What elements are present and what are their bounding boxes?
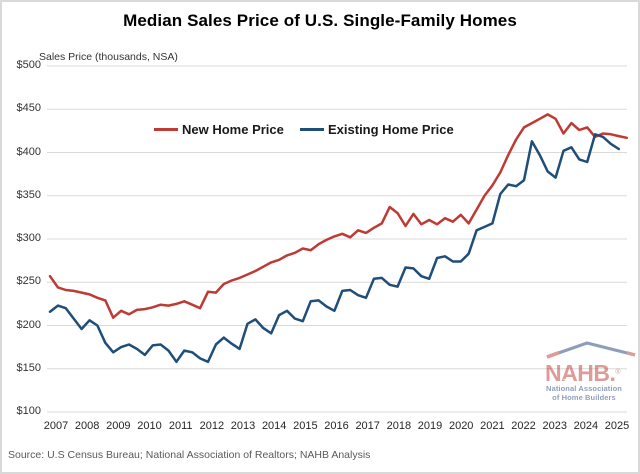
legend-label-existing-home: Existing Home Price (328, 121, 454, 137)
source-note: Source: U.S Census Bureau; National Asso… (8, 449, 371, 461)
legend-item-new-home: New Home Price (154, 121, 284, 137)
nahb-logo-acronym: NAHB.® ★ (543, 361, 639, 385)
y-axis-tick-label: $250 (16, 275, 41, 288)
x-axis-tick-label: 2022 (511, 420, 536, 432)
y-axis-tick-label: $300 (16, 232, 41, 244)
x-axis-tick-label: 2020 (448, 420, 474, 432)
nahb-roof-icon (546, 341, 636, 359)
x-axis-tick-label: 2025 (604, 420, 630, 432)
y-axis-title: Sales Price (thousands, NSA) (39, 51, 178, 63)
y-axis-tick-label: $150 (16, 361, 41, 374)
legend-label-new-home: New Home Price (182, 121, 284, 137)
x-axis-tick-label: 2014 (261, 420, 287, 432)
y-axis-tick-label: $100 (16, 405, 41, 417)
x-axis-tick-label: 2015 (293, 420, 318, 432)
y-axis-tick-label: $400 (16, 145, 41, 158)
legend-item-existing-home: Existing Home Price (300, 121, 454, 137)
x-axis-tick-label: 2016 (324, 420, 349, 432)
series-line-existing-home-price (48, 133, 621, 364)
x-axis-tick-label: 2018 (386, 420, 412, 432)
x-axis-tick-label: 2011 (168, 420, 193, 432)
x-axis-tick-label: 2012 (199, 420, 225, 432)
series-line-new-home-price (48, 113, 628, 319)
x-axis-tick-label: 2023 (542, 420, 567, 432)
x-axis-tick-label: 2007 (43, 420, 69, 432)
x-axis-tick-label: 2010 (137, 420, 162, 432)
x-axis-tick-label: 2013 (230, 420, 256, 432)
legend-swatch-existing-home (300, 127, 324, 131)
x-axis-tick-label: 2021 (480, 420, 505, 432)
x-axis-tick-label: 2019 (417, 420, 443, 432)
nahb-logo: NAHB.® ★ National Association of Home Bu… (543, 339, 639, 402)
star-icon: ★ (563, 376, 570, 385)
nahb-logo-subtitle-2: of Home Builders (552, 392, 616, 402)
x-axis-tick-label: 2017 (355, 420, 380, 432)
y-axis-tick-label: $450 (16, 102, 41, 115)
x-axis-tick-label: 2009 (106, 420, 131, 432)
nahb-logo-subtitle-1: National Association (546, 384, 622, 393)
x-axis-tick-label: 2008 (74, 420, 100, 432)
y-axis-tick-label: $500 (16, 59, 41, 71)
y-axis-tick-label: $200 (16, 318, 41, 331)
legend-swatch-new-home (154, 127, 178, 131)
registered-mark: ® (615, 369, 621, 376)
y-axis-tick-label: $350 (16, 188, 41, 201)
x-axis-tick-label: 2024 (573, 420, 599, 432)
chart-title: Median Sales Price of U.S. Single-Family… (123, 11, 517, 30)
